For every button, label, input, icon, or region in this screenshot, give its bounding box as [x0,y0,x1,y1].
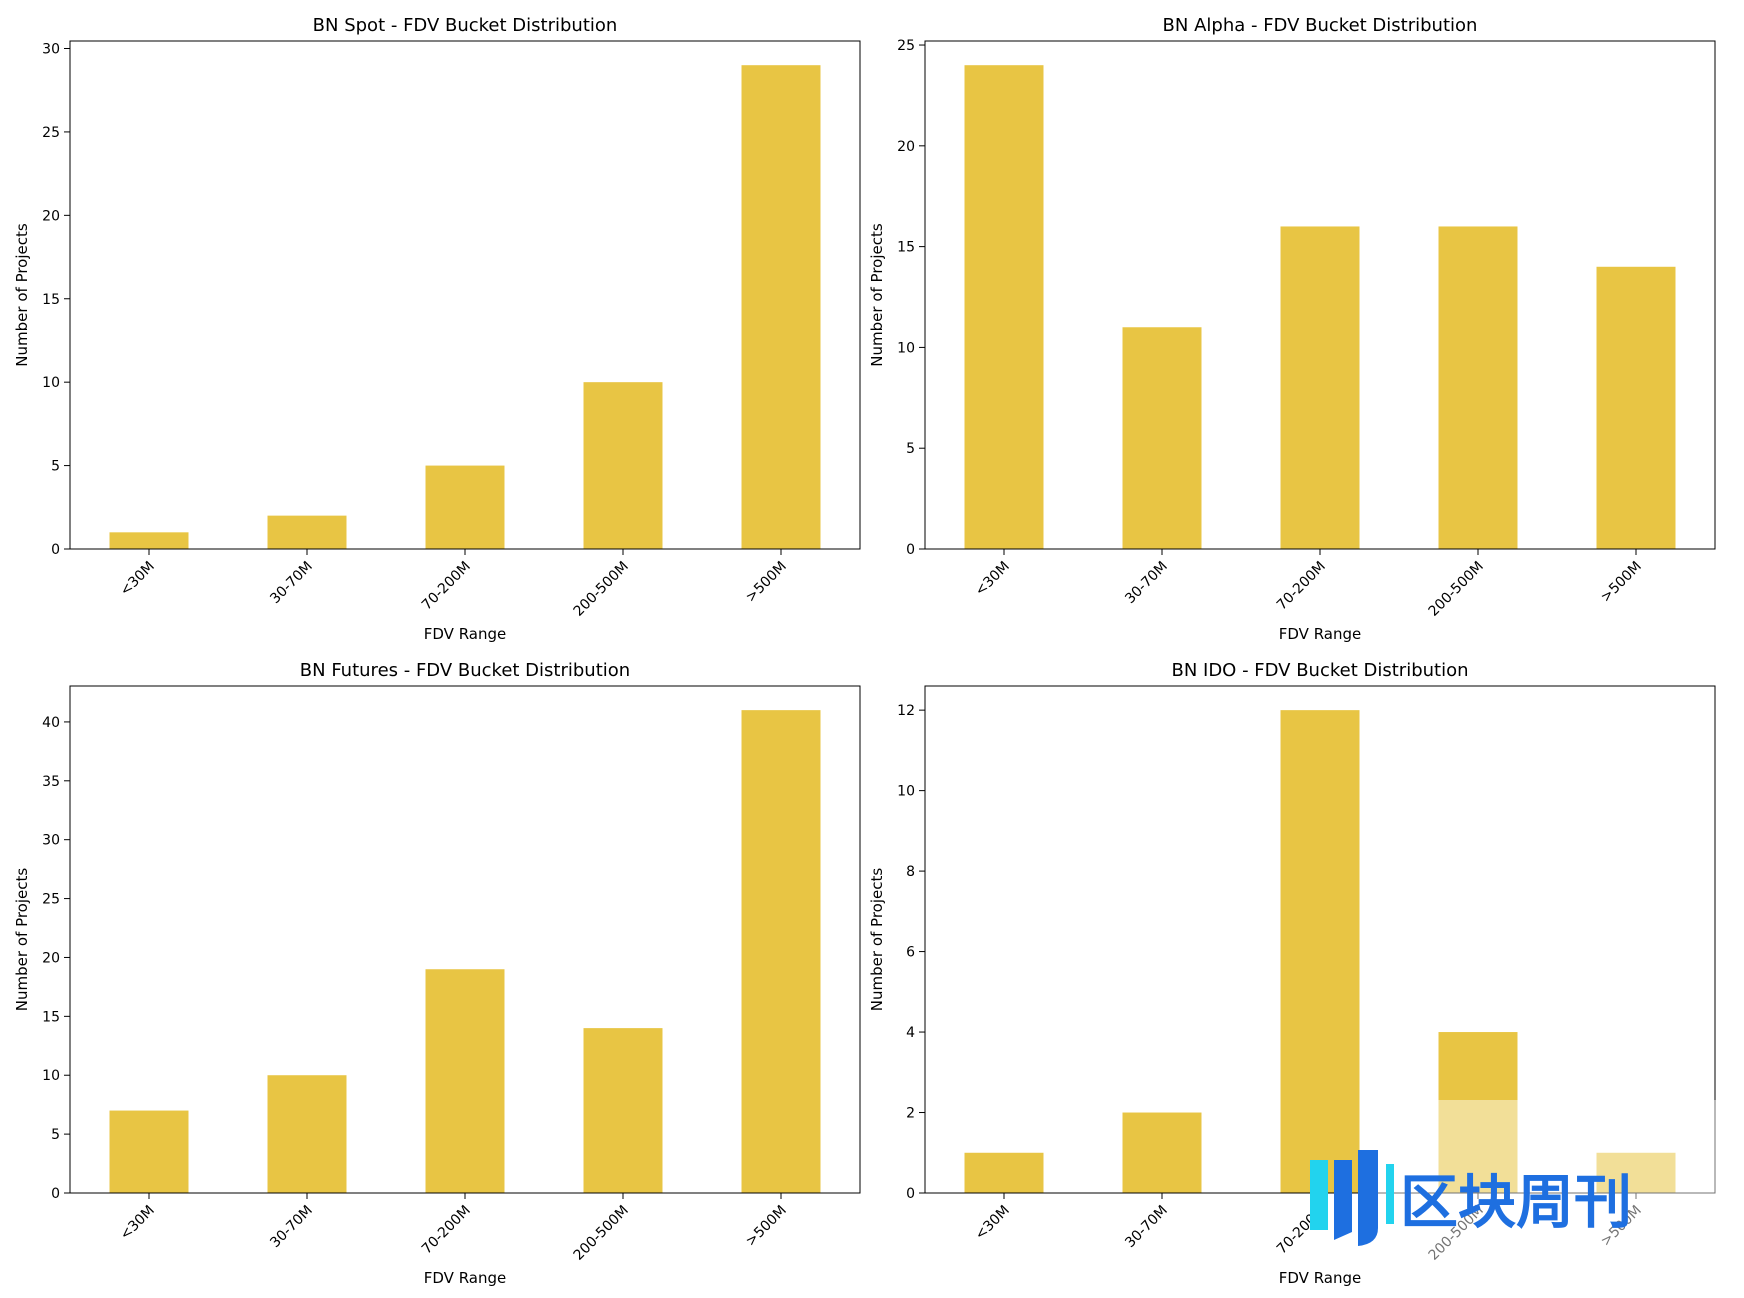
bar [741,710,821,1193]
y-tick-label: 5 [906,441,915,457]
y-tick-label: 0 [51,1186,60,1202]
bar [1122,1112,1202,1193]
chart-title: BN Alpha - FDV Bucket Distribution [1163,15,1478,36]
bar [1596,266,1676,549]
x-tick-label: 200-500M [571,559,632,620]
y-tick-label: 35 [42,774,60,790]
y-tick-label: 0 [51,542,60,558]
x-axis-label: FDV Range [424,1269,507,1287]
y-tick-label: 10 [897,784,915,800]
bar [1280,710,1360,1193]
x-tick-label: <30M [972,559,1013,600]
y-tick-label: 6 [906,945,915,961]
chart-title: BN Spot - FDV Bucket Distribution [313,15,618,36]
y-tick-label: 15 [42,1009,60,1025]
y-tick-label: 25 [42,892,60,908]
x-axis-label: FDV Range [424,625,507,643]
bar [1122,327,1202,549]
bar [267,1075,347,1193]
bar [583,1028,663,1193]
x-tick-label: >500M [1598,559,1645,606]
y-tick-label: 10 [42,1068,60,1084]
bar [109,1110,189,1193]
x-tick-label: 200-500M [571,1203,632,1264]
y-tick-label: 15 [897,240,915,256]
y-tick-label: 12 [897,703,915,719]
chart-panel-3: 0 5 10 15 20 25 30 35 40 <30M 30-70M 70-200M 200-500… [13,660,861,1287]
y-tick-label: 20 [897,139,915,155]
bar [1280,226,1360,549]
y-axis-label: Number of Projects [13,223,31,367]
y-tick-label: 0 [906,1186,915,1202]
y-tick-label: 8 [906,864,915,880]
x-tick-label: <30M [117,559,158,600]
x-tick-label: <30M [117,1203,158,1244]
y-axis-label: Number of Projects [868,868,886,1012]
x-tick-label: 200-500M [1426,559,1487,620]
chart-panel-2: 0 5 10 15 20 25 <30M 30-70M 70-200M 200-500M >500M… [868,15,1716,643]
watermark-text: 区块周刊 [1400,1168,1632,1236]
chart-title: BN Futures - FDV Bucket Distribution [300,660,630,681]
chart-title: BN IDO - FDV Bucket Distribution [1171,660,1468,681]
x-tick-label: >500M [743,559,790,606]
y-tick-label: 40 [42,715,60,731]
y-tick-label: 10 [897,340,915,356]
y-tick-label: 25 [897,38,915,54]
y-tick-label: 20 [42,950,60,966]
x-tick-label: 70-200M [1274,559,1329,614]
y-tick-label: 15 [42,292,60,308]
x-tick-label: 30-70M [267,559,316,608]
y-tick-label: 30 [42,833,60,849]
chart-panel-1: 0 5 10 15 20 25 30 <30M 30-70M 70-200M 200-500M >50… [13,15,861,643]
x-axis-label: FDV Range [1279,625,1362,643]
bar [964,65,1044,549]
y-tick-label: 4 [906,1025,915,1041]
y-tick-label: 2 [906,1106,915,1122]
y-tick-label: 30 [42,42,60,58]
y-tick-label: 5 [51,1127,60,1143]
logo-divider [1386,1164,1394,1224]
bar [109,532,189,549]
x-tick-label: 30-70M [1122,559,1171,608]
y-tick-label: 0 [906,542,915,558]
x-tick-label: <30M [972,1203,1013,1244]
bar [1438,226,1518,549]
logo-bar-cyan [1310,1160,1328,1230]
x-tick-label: 70-200M [419,1203,474,1258]
logo-bar-blue [1334,1160,1352,1240]
x-tick-label: 70-200M [419,559,474,614]
x-axis-label: FDV Range [1279,1269,1362,1287]
x-tick-label: 30-70M [1122,1203,1171,1252]
bar [425,465,505,549]
watermark-backdrop [1360,1100,1744,1270]
bar [267,515,347,549]
y-tick-label: 25 [42,125,60,141]
bar [425,969,505,1193]
bar [741,65,821,549]
y-tick-label: 5 [51,459,60,475]
y-tick-label: 20 [42,208,60,224]
x-tick-label: >500M [743,1203,790,1250]
y-tick-label: 10 [42,375,60,391]
bar [583,382,663,549]
logo-bar-blue-2 [1358,1150,1378,1246]
x-tick-label: 30-70M [267,1203,316,1252]
bar [1596,1152,1676,1193]
watermark-logo: 区块周刊 [1310,1100,1744,1270]
y-axis-label: Number of Projects [13,868,31,1012]
y-axis-label: Number of Projects [868,223,886,367]
bar [1438,1032,1518,1193]
bar [964,1152,1044,1193]
